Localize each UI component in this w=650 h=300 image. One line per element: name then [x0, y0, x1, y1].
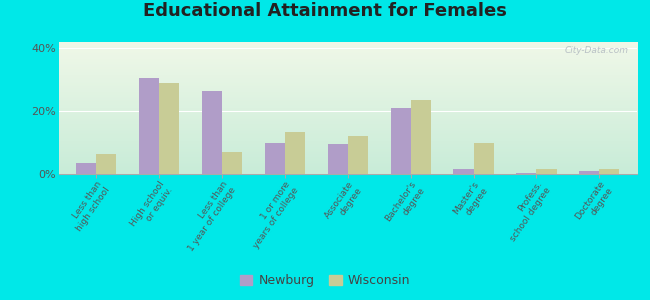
Bar — [516, 173, 536, 174]
Bar — [76, 163, 96, 174]
Bar — [391, 108, 411, 174]
Bar — [536, 169, 556, 174]
Bar — [411, 100, 431, 174]
Bar — [222, 152, 242, 174]
Bar — [579, 172, 599, 174]
Bar — [96, 154, 116, 174]
Bar — [348, 136, 368, 174]
Bar — [202, 91, 222, 174]
Bar — [139, 78, 159, 174]
Text: City-Data.com: City-Data.com — [564, 46, 629, 55]
Bar — [599, 169, 619, 174]
Bar — [328, 144, 348, 174]
Legend: Newburg, Wisconsin: Newburg, Wisconsin — [236, 270, 414, 291]
Bar — [454, 169, 473, 174]
Bar — [159, 83, 179, 174]
Bar — [265, 142, 285, 174]
Bar — [285, 132, 305, 174]
Bar — [473, 142, 493, 174]
Text: Educational Attainment for Females: Educational Attainment for Females — [143, 2, 507, 20]
